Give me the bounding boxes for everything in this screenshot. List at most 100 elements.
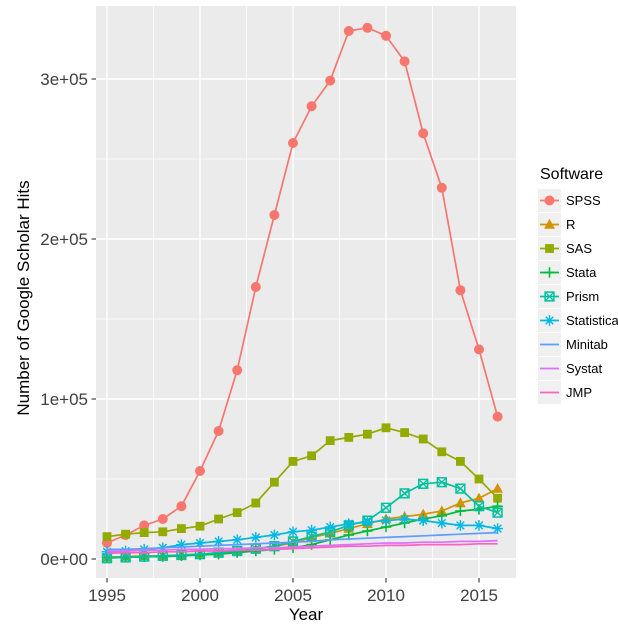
legend-label-sas: SAS	[566, 240, 593, 256]
marker-triangle	[544, 218, 555, 229]
series-prism-point	[418, 478, 429, 489]
series-statistica-point	[436, 517, 448, 529]
series-sas-point	[121, 529, 130, 539]
series-sas-point	[102, 532, 112, 541]
series-spss-line	[106, 26, 499, 544]
series-systat-line	[107, 539, 498, 552]
legend-glyph-marker	[544, 195, 555, 205]
series-spss-point	[455, 285, 466, 296]
marker-circle	[492, 411, 503, 422]
series-statistica-point	[231, 534, 243, 546]
series-statistica-point	[250, 532, 262, 543]
marker-square	[214, 514, 223, 524]
legend-item-jmp: JMP	[538, 380, 618, 404]
series-statistica-point	[176, 539, 187, 550]
series-r-point	[492, 483, 503, 493]
series-statistica-point	[473, 520, 485, 531]
series-sas-point	[400, 428, 409, 437]
series-r-point	[473, 492, 485, 503]
marker-crossed-square	[418, 478, 429, 489]
series-sas	[102, 423, 502, 541]
plot-panel	[96, 6, 516, 578]
marker-circle	[139, 520, 150, 531]
series-statistica-point	[362, 516, 373, 528]
series-stata-point	[492, 501, 503, 512]
series-sas-point	[288, 457, 298, 466]
line	[437, 518, 447, 528]
legend-item-systat: Systat	[538, 356, 618, 380]
series-stata-point	[455, 505, 466, 517]
series-spss-point	[176, 501, 187, 512]
series-sas-point	[325, 436, 335, 445]
line	[418, 478, 429, 489]
series-statistica-point	[399, 513, 410, 525]
x-tick-label-2010: 2010	[367, 586, 405, 605]
series-spss-point	[213, 426, 224, 436]
series-prism-point	[213, 547, 224, 558]
marker-circle	[250, 282, 261, 292]
series-spss-point	[418, 128, 429, 139]
marker-square	[474, 474, 484, 484]
x-tick-label-2005: 2005	[274, 586, 312, 605]
legend-glyph-r	[540, 218, 559, 229]
series-spss-point	[399, 56, 410, 67]
marker-square	[400, 428, 409, 437]
marker-square	[121, 529, 130, 539]
legend-title: Software	[540, 166, 604, 183]
series-sas-line	[106, 426, 499, 538]
series-sas-point	[307, 451, 316, 461]
line	[455, 483, 466, 494]
line	[418, 516, 428, 525]
marker-square	[288, 457, 298, 466]
line	[399, 488, 410, 499]
marker-crossed-square	[455, 483, 466, 494]
legend-glyph-marker	[544, 218, 555, 229]
line	[544, 291, 555, 301]
legend-key-systat	[538, 356, 561, 380]
marker-square	[270, 477, 279, 487]
series-spss-point	[436, 182, 447, 193]
line	[474, 501, 484, 512]
marker-crossed-square	[176, 549, 187, 561]
line	[251, 533, 261, 542]
series-prism-point	[399, 488, 410, 499]
series-prism-point	[380, 502, 392, 513]
legend-item-stata: Stata	[538, 260, 618, 284]
marker-crossed-square	[380, 502, 392, 513]
marker-circle	[213, 426, 224, 436]
series-sas-point	[251, 498, 261, 508]
marker-crossed-square	[399, 488, 410, 499]
line	[363, 517, 372, 527]
legend-key-stata	[538, 260, 561, 284]
line	[214, 537, 223, 546]
marker-circle	[399, 56, 410, 67]
marker-circle	[455, 285, 466, 296]
marker-crossed-square	[473, 501, 485, 512]
legend-glyph-marker	[544, 314, 555, 326]
series-spss-point	[492, 411, 503, 422]
marker-square	[195, 521, 205, 531]
marker-circle	[381, 30, 391, 41]
line	[288, 527, 298, 537]
legend-glyph-jmp	[540, 391, 559, 393]
legend-key-statistica	[538, 308, 561, 332]
legend-item-minitab: Minitab	[538, 332, 618, 356]
marker-triangle	[473, 492, 485, 503]
series-sas-point	[158, 527, 168, 537]
legend-key-jmp	[538, 380, 561, 404]
series-spss-point	[306, 101, 317, 112]
legend-key-minitab	[538, 332, 561, 356]
series-statistica-point	[287, 526, 299, 538]
line	[157, 550, 168, 561]
line	[381, 502, 391, 513]
marker-square	[545, 243, 554, 253]
y-tick-label-0e+00: 0e+00	[40, 550, 88, 569]
legend-label-minitab: Minitab	[566, 336, 608, 352]
marker-circle	[418, 128, 429, 139]
legend-glyph-minitab	[540, 343, 559, 345]
line	[307, 525, 316, 535]
line	[270, 530, 279, 540]
series-sas-point	[139, 528, 149, 537]
legend-label-statistica: Statistica	[566, 312, 618, 328]
series-jmp	[106, 542, 498, 555]
